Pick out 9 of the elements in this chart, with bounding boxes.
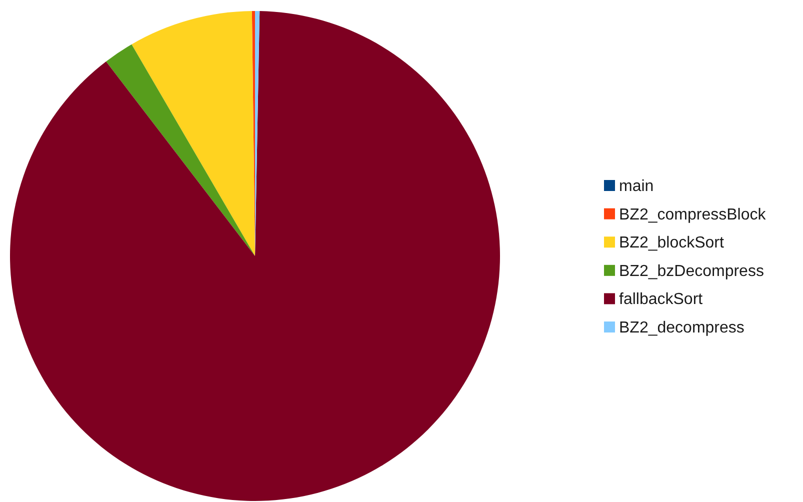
legend-label: BZ2_blockSort [619,234,724,252]
legend-label: fallbackSort [619,291,704,308]
pie-slice [132,11,255,256]
pie-slice [10,11,500,501]
pie-slice [106,44,255,256]
legend-label: main [619,178,654,195]
legend-label: BZ2_bzDecompress [619,262,764,280]
legend-label: BZ2_compressBlock [619,206,767,224]
legend-label: BZ2_decompress [619,320,744,336]
